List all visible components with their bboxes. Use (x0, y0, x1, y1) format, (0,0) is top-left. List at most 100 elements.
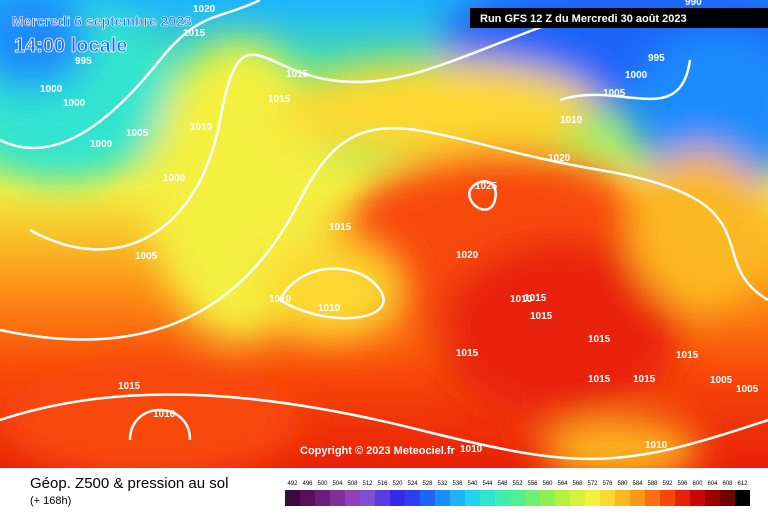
isobar-label: 1010 (318, 303, 341, 314)
scale-swatch (420, 490, 435, 506)
scale-swatch (600, 490, 615, 506)
scale-swatch (435, 490, 450, 506)
scale-label: 520 (392, 481, 403, 487)
scale-label: 556 (527, 481, 538, 487)
scale-label: 504 (332, 481, 343, 487)
scale-label: 544 (482, 481, 493, 487)
scale-label: 576 (602, 481, 613, 487)
scale-swatch (510, 490, 525, 506)
scale-label: 500 (317, 481, 328, 487)
scale-label: 524 (407, 481, 418, 487)
scale-swatch (630, 490, 645, 506)
isobar-label: 1015 (676, 350, 699, 361)
scale-label: 568 (572, 481, 583, 487)
scale-swatch (705, 490, 720, 506)
isobar-label: 1025 (475, 181, 498, 192)
scale-label: 572 (587, 481, 598, 487)
scale-swatch (285, 490, 300, 506)
isobar-label: 1015 (633, 374, 656, 385)
scale-label: 564 (557, 481, 568, 487)
scale-swatch (525, 490, 540, 506)
isobar-label: 1010 (510, 294, 533, 305)
scale-swatch (675, 490, 690, 506)
copyright: Copyright © 2023 Meteociel.fr (300, 445, 456, 457)
scale-swatch (405, 490, 420, 506)
scale-label: 600 (692, 481, 703, 487)
isobar-label: 1005 (135, 251, 158, 262)
scale-label: 580 (617, 481, 628, 487)
scale-label: 532 (437, 481, 448, 487)
scale-swatch (345, 490, 360, 506)
scale-label: 496 (302, 481, 313, 487)
isobar-label: 1010 (269, 294, 292, 305)
isobar-lines (0, 0, 768, 459)
scale-label: 516 (377, 481, 388, 487)
scale-label: 588 (647, 481, 658, 487)
isobar-label: 1020 (548, 153, 571, 164)
scale-label: 596 (677, 481, 688, 487)
isobar-label: 1010 (645, 440, 668, 451)
scale-label: 592 (662, 481, 673, 487)
isobar-label: 995 (75, 56, 92, 67)
scale-label: 508 (347, 481, 358, 487)
scale-swatch (330, 490, 345, 506)
scale-swatch (495, 490, 510, 506)
scale-swatch (390, 490, 405, 506)
scale-swatch (615, 490, 630, 506)
isobar-label: 1015 (456, 348, 479, 359)
date: Mercredi 6 septembre 2023 (12, 13, 192, 29)
scale-swatch (585, 490, 600, 506)
scale-label: 548 (497, 481, 508, 487)
isobar-label: 1015 (530, 311, 553, 322)
scale-swatch (540, 490, 555, 506)
scale-swatch (660, 490, 675, 506)
isobar-label: 1015 (329, 222, 352, 233)
isobar-label: 1020 (193, 4, 216, 15)
isobar-label: 1000 (63, 98, 86, 109)
scale-label: 560 (542, 481, 553, 487)
scale-label: 528 (422, 481, 433, 487)
scale-label: 540 (467, 481, 478, 487)
scale-label: 536 (452, 481, 463, 487)
field (0, 0, 768, 468)
scale-label: 552 (512, 481, 523, 487)
scale-swatch (570, 490, 585, 506)
scale-swatch (315, 490, 330, 506)
time: 14:00 locale (14, 35, 127, 57)
isobar-label: 1010 (153, 409, 176, 420)
isobar-label: 1010 (460, 444, 483, 455)
isobar-label: 1005 (736, 384, 759, 395)
isobar-label: 1000 (625, 70, 648, 81)
isobar-label: 1015 (524, 293, 547, 304)
isobar-label: 1000 (90, 139, 113, 150)
isobar-label: 1005 (710, 375, 733, 386)
isobar-label: 1000 (40, 84, 63, 95)
scale-swatch (645, 490, 660, 506)
scale-swatch (465, 490, 480, 506)
scale-swatch (480, 490, 495, 506)
legend-subtitle: (+ 168h) (30, 495, 71, 507)
run-box (470, 8, 768, 28)
scale-swatch (300, 490, 315, 506)
scale-swatch (735, 490, 750, 506)
isobar-label: 1015 (286, 69, 309, 80)
isobar-label: 1015 (268, 94, 291, 105)
legend-title: Géop. Z500 & pression au sol (30, 475, 228, 492)
isobar-label: 995 (648, 53, 665, 64)
isobar-label: 1010 (190, 122, 213, 133)
scale-label: 608 (722, 481, 733, 487)
scale-swatch (450, 490, 465, 506)
scale-label: 492 (287, 481, 298, 487)
isobar-label: 1005 (126, 128, 149, 139)
scale-swatch (360, 490, 375, 506)
isobar-label: 1015 (588, 374, 611, 385)
isobar-label: 990 (685, 0, 702, 8)
isobar-label: 1015 (588, 334, 611, 345)
isobar-label: 1010 (560, 115, 583, 126)
scale-label: 612 (737, 481, 748, 487)
scale-swatch (375, 490, 390, 506)
scale-label: 584 (632, 481, 643, 487)
scale-label: 512 (362, 481, 373, 487)
